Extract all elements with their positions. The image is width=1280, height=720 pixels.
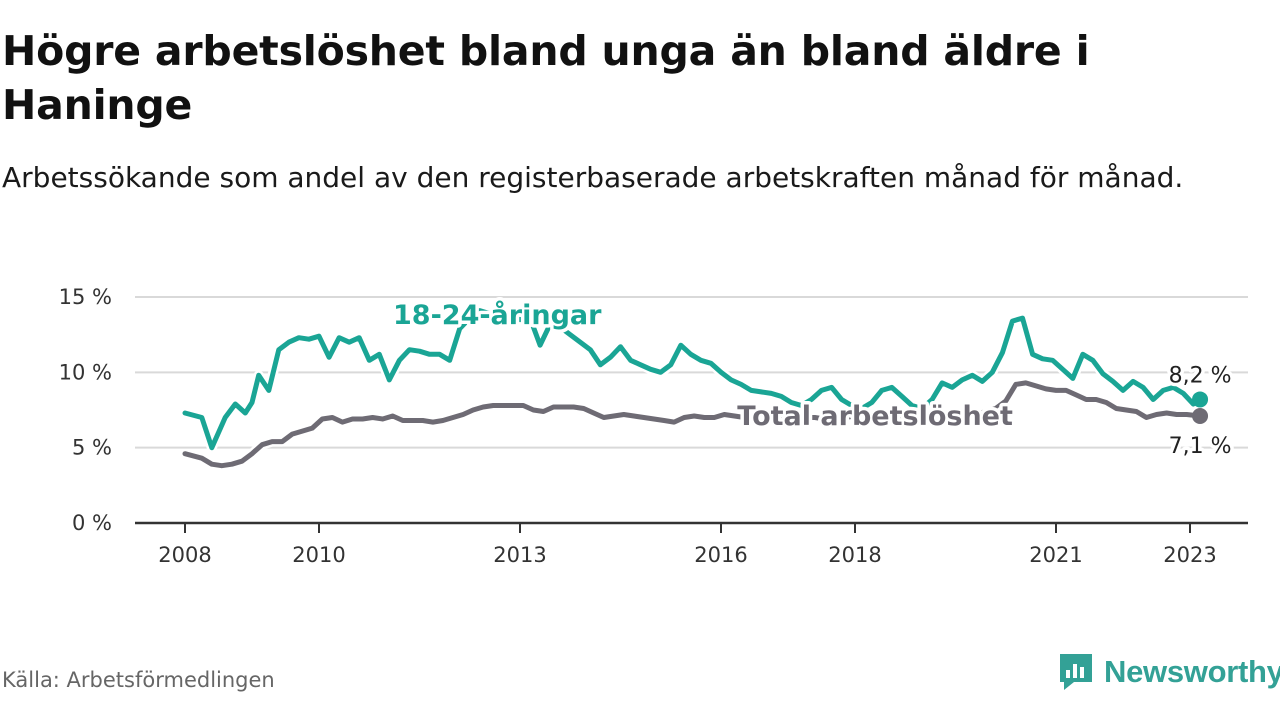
x-tick-label: 2023 xyxy=(1163,543,1216,567)
gridlines xyxy=(135,296,1248,449)
total-end-value: 7,1 % xyxy=(1169,434,1232,459)
newsworthy-logo-icon xyxy=(1060,654,1092,690)
source-note: Källa: Arbetsförmedlingen xyxy=(2,668,275,692)
y-tick-label: 0 % xyxy=(72,511,112,535)
youth-line-end-dot xyxy=(1192,391,1209,408)
line-chart: 0 % 5 % 10 % 15 % 2008 2010 2013 2016 2018 2021 20… xyxy=(59,285,1248,567)
youth-series-label-halo: 18-24-åringar xyxy=(393,299,602,331)
total-series-label: Total arbetslöshet xyxy=(737,401,1013,432)
x-tick-label: 2016 xyxy=(694,543,747,567)
axes: 0 % 5 % 10 % 15 % 2008 2010 2013 2016 2018 2021 20… xyxy=(59,285,1248,567)
chart-subtitle: Arbetssökande som andel av den registerb… xyxy=(2,161,1184,194)
x-tick-label: 2021 xyxy=(1029,543,1082,567)
total-series-label-halo: Total arbetslöshet xyxy=(737,401,1013,432)
youth-line-halo xyxy=(183,305,1203,453)
brand-name: Newsworthy xyxy=(1104,654,1280,689)
total-line-halo xyxy=(183,377,1201,471)
brand-logo[interactable]: Newsworthy xyxy=(1058,652,1280,692)
youth-end-value: 8,2 % xyxy=(1169,363,1232,388)
x-tick-label: 2010 xyxy=(292,543,345,567)
series-lines xyxy=(182,305,1209,471)
youth-series-label: 18-24-åringar xyxy=(393,299,602,331)
chart-title: Högre arbetslöshet bland unga än bland ä… xyxy=(2,27,1090,129)
youth-end-value-halo: 8,2 % xyxy=(1169,363,1232,388)
total-line xyxy=(182,380,1203,469)
total-line-end-dot xyxy=(1192,408,1209,425)
y-tick-label: 15 % xyxy=(59,285,112,309)
y-tick-label: 10 % xyxy=(59,360,112,384)
x-tick-label: 2018 xyxy=(828,543,881,567)
x-tick-label: 2008 xyxy=(158,543,211,567)
youth-line xyxy=(182,308,1203,451)
x-tick-label: 2013 xyxy=(493,543,546,567)
y-tick-label: 5 % xyxy=(72,436,112,460)
total-end-value-halo: 7,1 % xyxy=(1169,434,1232,459)
